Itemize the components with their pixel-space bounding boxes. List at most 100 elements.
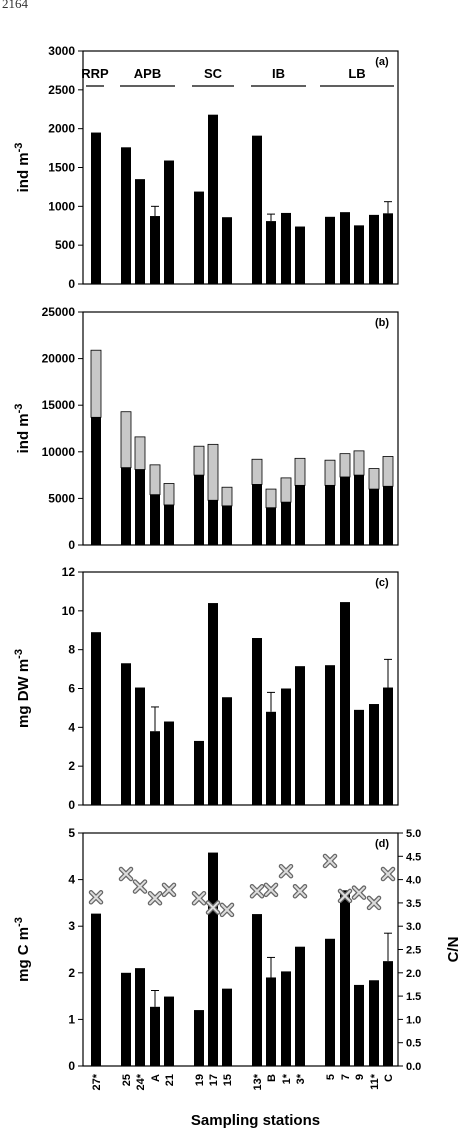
x-tick-label: A xyxy=(150,1074,162,1082)
bar xyxy=(135,179,145,284)
y-axis-title: mg DW m-3 xyxy=(13,649,32,728)
x-tick-label: 25 xyxy=(121,1074,133,1086)
bar xyxy=(354,984,364,1066)
bar-secondary xyxy=(368,468,380,490)
chart-panel-2: 0 5000 10000 15000 20000 25000 ind m-3 (b) xyxy=(13,305,399,552)
bar xyxy=(340,476,350,545)
y-tick-label: 6 xyxy=(68,682,75,696)
bar xyxy=(295,485,305,545)
bar xyxy=(222,988,232,1066)
panel-label: (d) xyxy=(375,838,389,850)
cn-marker-fill xyxy=(207,901,219,914)
cn-marker-fill xyxy=(120,868,132,881)
bar xyxy=(208,500,218,545)
group-label: SC xyxy=(204,66,223,81)
bar-secondary xyxy=(382,456,394,487)
y-tick-label: 3 xyxy=(68,919,75,933)
x-tick-label: 9 xyxy=(354,1074,366,1080)
bar xyxy=(383,213,393,284)
bar xyxy=(91,417,101,545)
group-labels: RRP APB SC IB LB xyxy=(81,66,394,87)
bar-secondary xyxy=(193,445,205,476)
bar xyxy=(295,946,305,1066)
y2-tick-label: 1.5 xyxy=(406,991,421,1003)
bar-secondary xyxy=(280,477,292,503)
y2-tick-label: 4.0 xyxy=(406,875,421,887)
x-tick-label: C xyxy=(383,1074,395,1082)
bar xyxy=(164,996,174,1066)
x-tick-label: 17 xyxy=(208,1074,220,1086)
group-label: APB xyxy=(134,66,161,81)
y-tick-label: 1 xyxy=(68,1012,75,1026)
y-tick-label: 3000 xyxy=(48,44,75,58)
x-tick-label: 15 xyxy=(222,1074,234,1086)
bar xyxy=(325,938,335,1066)
bar xyxy=(266,507,276,545)
cn-marker xyxy=(161,882,177,898)
y-tick-label: 2000 xyxy=(48,122,75,136)
y-tick-label: 0 xyxy=(68,1059,75,1073)
y-tick-label: 5 xyxy=(68,826,75,840)
y2-tick-label: 2.0 xyxy=(406,968,421,980)
bar xyxy=(369,704,379,805)
group-label: LB xyxy=(348,66,365,81)
bar xyxy=(121,467,131,545)
y-tick-label: 10000 xyxy=(42,445,76,459)
bar xyxy=(266,977,276,1066)
y-tick-label: 2 xyxy=(68,759,75,773)
bar xyxy=(281,502,291,545)
cn-marker-fill xyxy=(324,854,336,867)
bar-secondary xyxy=(221,486,233,507)
y-tick-label: 0 xyxy=(68,277,75,291)
x-axis-title: Sampling stations xyxy=(191,1112,320,1129)
bar xyxy=(164,721,174,805)
cn-marker xyxy=(278,863,294,879)
bar xyxy=(325,485,335,545)
bar-secondary xyxy=(294,457,306,486)
bar-secondary xyxy=(353,450,365,476)
bar xyxy=(164,504,174,545)
cn-marker-fill xyxy=(90,891,102,904)
bar xyxy=(150,1006,160,1066)
y-axis-title: mg C m-3 xyxy=(13,917,32,982)
bar xyxy=(383,486,393,545)
chart-panel-1: 0 500 1000 1500 2000 2500 3000 ind m-3 (a) xyxy=(13,44,399,291)
x-tick-label: 13* xyxy=(252,1073,264,1090)
x-tick-label: 19 xyxy=(194,1074,206,1086)
y-tick-label: 10 xyxy=(62,604,76,618)
cn-marker xyxy=(191,890,207,906)
x-tick-label: 11* xyxy=(369,1073,381,1090)
cn-marker-fill xyxy=(265,883,277,896)
bar-secondary xyxy=(324,459,336,486)
y-tick-label: 20000 xyxy=(42,352,76,366)
bar xyxy=(121,147,131,284)
y-tick-label: 0 xyxy=(68,538,75,552)
bar xyxy=(222,217,232,284)
x-axis-labels: 27* 25 24* A 21 19 17 15 13* B 1* 3* 5 7 9 11* C Sampling… xyxy=(91,1073,395,1129)
y-tick-label: 12 xyxy=(62,565,76,579)
cn-marker xyxy=(249,884,265,899)
bar xyxy=(194,740,204,805)
cn-marker-fill xyxy=(163,883,175,896)
chart-panel-4: 0 1 2 3 4 5 mg C m-3 (d) 0.0 0.5 1.0 1.5 2.0 2.5 3.0 3.… xyxy=(13,826,462,1073)
bar xyxy=(295,226,305,284)
cn-marker-fill xyxy=(368,896,380,909)
cn-marker xyxy=(88,890,104,905)
bar xyxy=(121,972,131,1066)
cn-marker-fill xyxy=(251,885,263,898)
bar xyxy=(266,221,276,284)
bar xyxy=(369,489,379,545)
bar xyxy=(354,709,364,805)
y-tick-label: 25000 xyxy=(42,305,76,319)
bar xyxy=(252,914,262,1066)
cn-marker xyxy=(351,885,367,900)
y-tick-label: 15000 xyxy=(42,398,76,412)
bar xyxy=(208,603,218,805)
cn-marker-fill xyxy=(339,889,351,902)
bar xyxy=(194,191,204,284)
group-label: RRP xyxy=(81,66,109,81)
y2-tick-label: 0.0 xyxy=(406,1061,421,1073)
cn-marker-fill xyxy=(193,892,205,905)
bar xyxy=(369,214,379,284)
